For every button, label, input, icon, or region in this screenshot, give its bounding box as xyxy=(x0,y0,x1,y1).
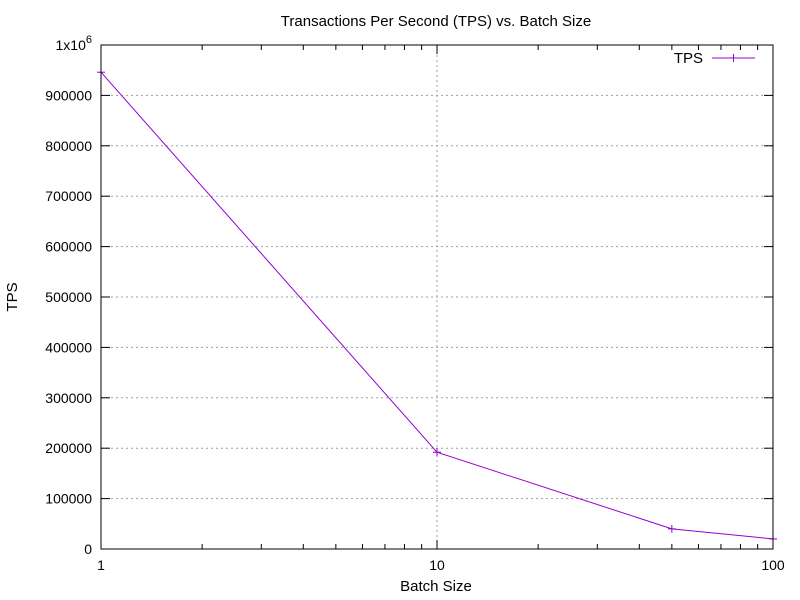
y-tick-label: 400000 xyxy=(45,339,92,355)
x-tick-label: 1 xyxy=(97,557,105,573)
axis-ticks: 0 100000 200000 300000 400000 500000 600000 700… xyxy=(45,34,785,573)
y-tick-label: 1x106 xyxy=(56,34,92,53)
y-tick-label: 800000 xyxy=(45,138,92,154)
chart-title: Transactions Per Second (TPS) vs. Batch … xyxy=(281,13,591,30)
y-tick-label: 300000 xyxy=(45,390,92,406)
plot-border xyxy=(100,44,774,550)
legend-label: TPS xyxy=(674,50,703,67)
x-tick-label: 10 xyxy=(429,557,445,573)
y-tick-label: 700000 xyxy=(45,188,92,204)
grid-lines xyxy=(101,45,773,549)
legend: TPS xyxy=(674,50,755,67)
series-line-tps xyxy=(100,71,774,540)
y-tick-label: 200000 xyxy=(45,440,92,456)
data-point-marker xyxy=(433,448,441,457)
y-tick-label: 100000 xyxy=(45,491,92,507)
y-tick-label: 900000 xyxy=(45,87,92,103)
y-tick-label: 500000 xyxy=(45,289,92,305)
x-tick-label: 100 xyxy=(761,557,785,573)
y-tick-label: 0 xyxy=(84,541,92,557)
y-axis-label: TPS xyxy=(4,282,21,311)
y-tick-label: 600000 xyxy=(45,239,92,255)
data-point-marker xyxy=(667,524,676,533)
x-axis-label: Batch Size xyxy=(400,578,472,595)
